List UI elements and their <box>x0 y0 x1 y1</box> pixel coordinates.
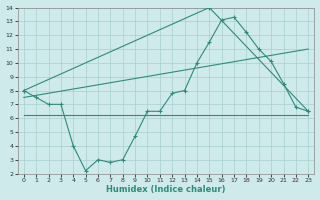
X-axis label: Humidex (Indice chaleur): Humidex (Indice chaleur) <box>106 185 226 194</box>
